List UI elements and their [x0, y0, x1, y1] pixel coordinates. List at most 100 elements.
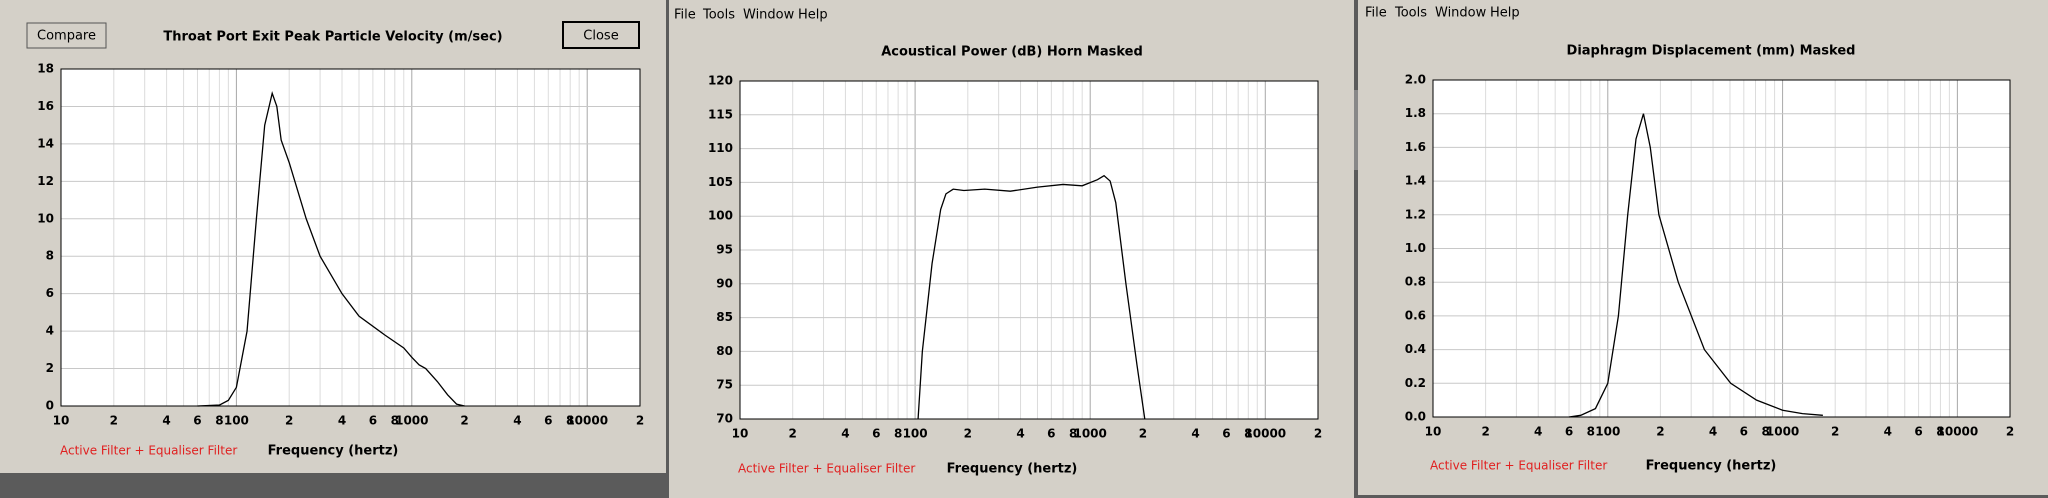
x-tick-label: 2 [636, 414, 644, 428]
plot-border [739, 80, 1319, 420]
menu-item[interactable]: Help [798, 8, 828, 23]
x-tick-label: 10000 [566, 414, 608, 428]
x-tick-label: 2 [1314, 427, 1322, 441]
menu-item[interactable]: Window [1435, 6, 1487, 21]
x-tick-label: 2 [964, 427, 972, 441]
y-tick-label: 115 [708, 107, 733, 121]
x-tick-label: 10000 [1244, 427, 1286, 441]
y-tick-label: 1.6 [1405, 140, 1426, 154]
x-tick-label: 1000 [1073, 427, 1106, 441]
x-tick-label: 4 [162, 414, 170, 428]
y-tick-label: 1.4 [1405, 174, 1426, 188]
y-tick-label: 110 [708, 141, 733, 155]
chart-title: Acoustical Power (dB) Horn Masked [881, 45, 1143, 60]
x-tick-label: 100 [903, 427, 928, 441]
x-tick-label: 6 [1914, 425, 1922, 439]
x-tick-label: 4 [841, 427, 849, 441]
y-tick-label: 0 [46, 399, 54, 413]
y-tick-label: 105 [708, 175, 733, 189]
y-tick-label: 18 [37, 62, 54, 76]
x-tick-label: 6 [1047, 427, 1055, 441]
menu-item[interactable]: Window [743, 8, 795, 23]
x-tick-label: 4 [1534, 425, 1542, 439]
menu-item[interactable]: Tools [1394, 6, 1427, 21]
x-tick-label: 8 [215, 414, 223, 428]
y-tick-label: 90 [716, 276, 733, 290]
x-tick-label: 4 [513, 414, 521, 428]
x-tick-label: 6 [872, 427, 880, 441]
x-tick-label: 1000 [395, 414, 428, 428]
plot-border [60, 68, 641, 407]
y-tick-label: 85 [716, 310, 733, 324]
y-tick-label: 12 [37, 174, 54, 188]
x-tick-label: 4 [1709, 425, 1717, 439]
x-tick-label: 4 [1016, 427, 1024, 441]
plot-area [61, 69, 640, 406]
y-tick-label: 95 [716, 243, 733, 257]
x-tick-label: 6 [544, 414, 552, 428]
y-tick-label: 8 [46, 249, 54, 263]
y-tick-label: 0.2 [1405, 376, 1426, 390]
x-tick-label: 8 [1761, 425, 1769, 439]
legend-note: Active Filter + Equaliser Filter [60, 444, 237, 458]
y-tick-label: 80 [716, 344, 733, 358]
x-tick-label: 1000 [1766, 425, 1799, 439]
x-tick-label: 6 [369, 414, 377, 428]
x-tick-label: 2 [1139, 427, 1147, 441]
y-tick-label: 0.6 [1405, 308, 1426, 322]
y-tick-label: 0.8 [1405, 275, 1426, 289]
button-label[interactable]: Close [583, 29, 618, 44]
menu-item[interactable]: File [674, 8, 696, 23]
x-tick-label: 6 [1565, 425, 1573, 439]
x-tick-label: 100 [224, 414, 249, 428]
x-tick-label: 2 [1831, 425, 1839, 439]
x-tick-label: 10 [53, 414, 70, 428]
y-tick-label: 0.0 [1405, 410, 1426, 424]
x-tick-label: 2 [789, 427, 797, 441]
y-tick-label: 1.8 [1405, 106, 1426, 120]
x-tick-label: 100 [1595, 425, 1620, 439]
x-tick-label: 2 [460, 414, 468, 428]
x-tick-label: 10 [1425, 425, 1442, 439]
data-line [197, 91, 465, 407]
data-line [917, 174, 1146, 420]
x-tick-label: 8 [1069, 427, 1077, 441]
x-tick-label: 6 [193, 414, 201, 428]
legend-note: Active Filter + Equaliser Filter [1430, 459, 1607, 473]
y-tick-label: 75 [716, 378, 733, 392]
menu-item[interactable]: File [1365, 6, 1387, 21]
x-tick-label: 6 [1222, 427, 1230, 441]
chart-title: Throat Port Exit Peak Particle Velocity … [163, 30, 502, 45]
button[interactable] [562, 21, 640, 49]
x-tick-label: 4 [1191, 427, 1199, 441]
button[interactable] [26, 22, 107, 49]
y-tick-label: 70 [716, 412, 733, 426]
plot-border [1432, 79, 2011, 418]
x-tick-label: 8 [894, 427, 902, 441]
menu-item[interactable]: Help [1490, 6, 1520, 21]
data-line [1568, 113, 1823, 418]
x-tick-label: 8 [1587, 425, 1595, 439]
x-tick-label: 4 [338, 414, 346, 428]
y-tick-label: 2 [46, 361, 54, 375]
y-tick-label: 2.0 [1405, 73, 1426, 87]
x-tick-label: 2 [1481, 425, 1489, 439]
menu-item[interactable]: Tools [702, 8, 735, 23]
y-tick-label: 10 [37, 211, 54, 225]
x-tick-label: 2 [1656, 425, 1664, 439]
y-tick-label: 120 [708, 74, 733, 88]
y-tick-label: 100 [708, 209, 733, 223]
x-axis-label: Frequency (hertz) [1646, 459, 1777, 474]
x-tick-label: 10 [732, 427, 749, 441]
chart-title: Diaphragm Displacement (mm) Masked [1567, 44, 1856, 59]
y-tick-label: 14 [37, 136, 54, 150]
x-tick-label: 10000 [1937, 425, 1979, 439]
x-tick-label: 4 [1884, 425, 1892, 439]
button-label[interactable]: Compare [37, 29, 96, 44]
y-tick-label: 1.2 [1405, 207, 1426, 221]
x-tick-label: 2 [110, 414, 118, 428]
y-tick-label: 16 [37, 99, 54, 113]
x-axis-label: Frequency (hertz) [947, 462, 1078, 477]
x-axis-label: Frequency (hertz) [268, 444, 399, 459]
